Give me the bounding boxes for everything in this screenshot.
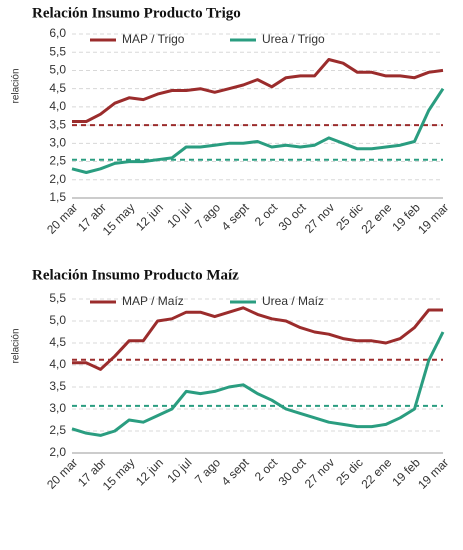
x-tick-label: 10 jul	[164, 200, 194, 230]
x-tick-label: 12 jun	[133, 200, 166, 233]
legend-label: Urea / Trigo	[262, 32, 325, 46]
y-tick-label: 5,0	[49, 63, 66, 77]
x-tick-label: 27 nov	[302, 200, 337, 235]
series-line	[71, 331, 445, 437]
y-tick-label: 4,0	[49, 357, 66, 371]
y-tick-label: 1,5	[49, 190, 66, 204]
chart-title: Relación Insumo Producto Trigo	[32, 5, 241, 21]
x-tick-label: 4 sept	[219, 200, 252, 233]
x-tick-label: 20 mar	[44, 455, 80, 491]
x-tick-label: 7 ago	[192, 455, 223, 486]
y-axis-label: relación	[11, 68, 22, 103]
x-tick-label: 19 mar	[415, 455, 451, 491]
y-tick-label: 3,5	[49, 117, 66, 131]
y-tick-label: 3,0	[49, 136, 66, 150]
series-line	[72, 58, 444, 123]
x-tick-label: 19 mar	[415, 200, 451, 236]
series-line	[72, 306, 443, 371]
y-tick-label: 3,5	[49, 379, 66, 393]
x-tick-label: 12 jun	[133, 455, 166, 488]
x-tick-label: 22 ene	[358, 200, 394, 236]
y-tick-label: 4,5	[49, 81, 66, 95]
y-axis-label: relación	[11, 328, 22, 363]
series-line	[71, 87, 445, 174]
y-tick-label: 2,0	[49, 445, 66, 459]
x-tick-label: 4 sept	[219, 455, 252, 488]
y-tick-label: 5,0	[49, 313, 66, 327]
y-tick-label: 2,5	[49, 154, 66, 168]
y-tick-label: 5,5	[49, 291, 66, 305]
y-tick-label: 2,0	[49, 172, 66, 186]
x-tick-label: 20 mar	[44, 200, 80, 236]
x-tick-label: 15 may	[100, 455, 138, 493]
y-tick-label: 6,0	[49, 26, 66, 40]
y-tick-label: 3,0	[49, 401, 66, 415]
y-tick-label: 4,0	[49, 99, 66, 113]
x-tick-label: 22 ene	[358, 455, 394, 491]
legend-label: Urea / Maíz	[262, 294, 324, 308]
legend-label: MAP / Trigo	[122, 32, 185, 46]
y-tick-label: 4,5	[49, 335, 66, 349]
x-tick-label: 15 may	[100, 200, 138, 238]
y-tick-label: 5,5	[49, 44, 66, 58]
x-tick-label: 27 nov	[302, 455, 337, 490]
y-tick-label: 2,5	[49, 423, 66, 437]
chart-title: Relación Insumo Producto Maíz	[32, 267, 239, 283]
x-tick-label: 7 ago	[192, 200, 223, 231]
x-tick-label: 10 jul	[164, 455, 194, 485]
legend-label: MAP / Maíz	[122, 294, 184, 308]
